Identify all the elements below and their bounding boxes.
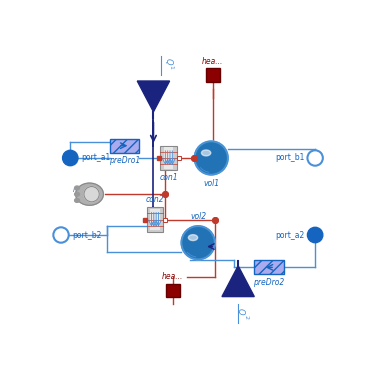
FancyBboxPatch shape [160, 146, 177, 170]
Circle shape [182, 227, 214, 259]
Ellipse shape [75, 192, 80, 196]
Ellipse shape [201, 150, 211, 156]
Circle shape [195, 141, 228, 175]
Circle shape [183, 228, 213, 258]
Text: hea...: hea... [162, 272, 184, 281]
Circle shape [196, 143, 226, 173]
Circle shape [181, 226, 215, 259]
Circle shape [195, 142, 228, 174]
Circle shape [84, 186, 99, 202]
Circle shape [182, 227, 214, 258]
Ellipse shape [188, 235, 198, 241]
Text: con2: con2 [146, 195, 164, 204]
Text: port_a2: port_a2 [275, 230, 305, 240]
Circle shape [195, 142, 227, 174]
Circle shape [195, 142, 227, 174]
Ellipse shape [76, 183, 103, 205]
Circle shape [184, 228, 213, 257]
Text: Q: Q [164, 58, 172, 64]
Text: port_a1: port_a1 [81, 153, 110, 163]
Circle shape [182, 226, 214, 259]
Text: Q: Q [236, 308, 245, 315]
FancyBboxPatch shape [254, 261, 283, 274]
Ellipse shape [75, 199, 80, 202]
Circle shape [181, 226, 215, 259]
Circle shape [196, 143, 226, 173]
Circle shape [196, 143, 226, 173]
FancyBboxPatch shape [164, 147, 174, 169]
Text: preDro1: preDro1 [108, 156, 140, 166]
FancyBboxPatch shape [166, 284, 179, 297]
Text: port_b2: port_b2 [72, 230, 101, 240]
Polygon shape [222, 266, 254, 297]
FancyBboxPatch shape [206, 68, 220, 82]
Circle shape [53, 227, 69, 243]
Text: vol1: vol1 [203, 179, 219, 188]
Text: vol2: vol2 [190, 212, 206, 221]
Text: con1: con1 [159, 173, 178, 182]
Text: 2: 2 [243, 315, 248, 319]
Circle shape [307, 227, 323, 243]
Text: preDro2: preDro2 [253, 278, 285, 287]
Ellipse shape [75, 186, 80, 190]
Circle shape [63, 150, 78, 166]
Circle shape [194, 141, 228, 175]
FancyBboxPatch shape [150, 209, 159, 230]
Text: hea...: hea... [202, 57, 223, 66]
FancyBboxPatch shape [110, 139, 139, 153]
Polygon shape [137, 81, 169, 112]
Circle shape [183, 227, 213, 258]
Text: port_b1: port_b1 [275, 153, 305, 163]
FancyBboxPatch shape [147, 207, 164, 232]
Circle shape [307, 150, 323, 166]
Text: mas: mas [73, 187, 88, 193]
Text: 1: 1 [169, 65, 174, 69]
